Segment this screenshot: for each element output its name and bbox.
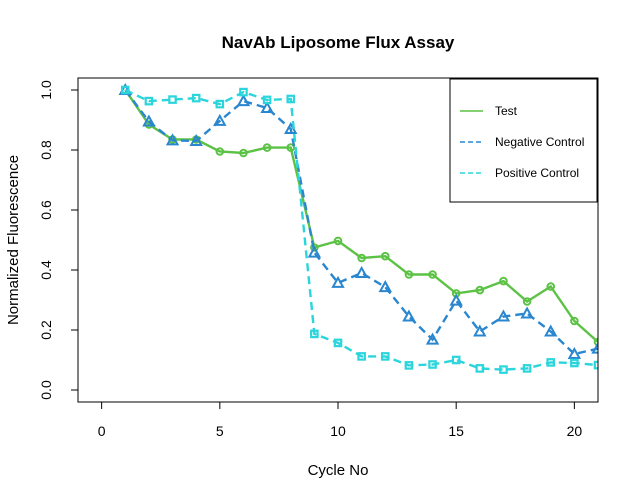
data-point xyxy=(144,96,154,106)
data-point xyxy=(428,360,437,369)
plot-area: 0 5 10 15 20 0.0 0.2 0.4 0.6 0.8 1.0 xyxy=(38,77,599,439)
data-point xyxy=(213,113,227,126)
y-axis-label: Normalized Fluorescence xyxy=(5,155,22,325)
y-tick-label: 0.4 xyxy=(38,260,54,280)
data-point xyxy=(333,236,343,246)
data-point xyxy=(544,324,558,337)
x-tick-label: 5 xyxy=(216,423,224,439)
series-line-positive-control xyxy=(124,88,598,371)
plot-frame xyxy=(77,77,599,403)
data-point xyxy=(380,352,390,361)
data-point xyxy=(475,285,485,295)
data-point xyxy=(380,251,390,261)
data-point xyxy=(546,282,556,291)
data-point xyxy=(286,143,296,152)
data-point xyxy=(307,245,322,258)
data-point xyxy=(331,275,345,288)
data-point xyxy=(404,361,414,370)
data-point xyxy=(236,94,251,107)
data-point xyxy=(546,358,556,367)
data-point xyxy=(451,355,461,365)
data-point xyxy=(310,329,319,339)
data-point xyxy=(402,309,416,322)
data-point xyxy=(499,365,508,374)
data-point xyxy=(449,293,463,306)
x-axis-label: Cycle No xyxy=(308,462,369,479)
x-tick-label: 10 xyxy=(330,423,346,439)
data-point xyxy=(567,346,582,359)
data-point xyxy=(496,309,511,322)
data-point xyxy=(142,114,156,127)
data-point xyxy=(591,341,598,354)
data-point xyxy=(499,276,508,286)
y-tick-label: 1.0 xyxy=(38,80,54,100)
legend-entry-negative-control: Negative Control xyxy=(495,135,584,149)
series-line-test xyxy=(124,89,598,343)
data-point xyxy=(191,93,201,103)
legend-box xyxy=(449,78,598,203)
data-point xyxy=(120,85,130,95)
data-point xyxy=(473,324,487,337)
series-line-negative-control xyxy=(124,89,598,356)
x-tick-label: 0 xyxy=(98,423,106,439)
data-point xyxy=(425,332,440,345)
y-tick-label: 0.0 xyxy=(38,380,54,400)
data-point xyxy=(428,270,437,279)
chart-title: NavAb Liposome Flux Assay xyxy=(222,33,455,52)
data-point xyxy=(333,338,343,348)
x-tick-label: 15 xyxy=(448,423,464,439)
data-point xyxy=(286,94,296,104)
data-point xyxy=(215,99,225,109)
data-point xyxy=(520,306,534,319)
data-point xyxy=(593,337,598,347)
data-point xyxy=(262,95,272,105)
data-point xyxy=(239,148,248,158)
legend: Test Negative Control Positive Control xyxy=(449,78,598,203)
y-tick-label: 0.6 xyxy=(38,200,54,220)
data-point xyxy=(570,358,579,368)
data-point xyxy=(262,143,272,152)
legend-entry-test: Test xyxy=(495,104,518,118)
data-point xyxy=(354,265,369,278)
data-point xyxy=(260,100,274,113)
data-point xyxy=(168,95,177,104)
y-tick-label: 0.8 xyxy=(38,140,54,160)
data-point xyxy=(522,364,532,373)
data-point xyxy=(215,147,225,156)
data-point xyxy=(475,364,485,373)
x-tick-label: 20 xyxy=(567,423,583,439)
data-point xyxy=(165,133,180,146)
y-tick-label: 0.2 xyxy=(38,320,54,340)
data-point xyxy=(378,280,392,293)
data-point xyxy=(189,133,203,146)
data-point xyxy=(357,253,366,263)
data-point xyxy=(239,87,248,97)
legend-entry-positive-control: Positive Control xyxy=(495,166,579,180)
data-point xyxy=(310,243,319,252)
data-point xyxy=(522,297,532,306)
data-point xyxy=(404,270,414,279)
data-point xyxy=(357,352,366,361)
data-point xyxy=(570,316,579,326)
